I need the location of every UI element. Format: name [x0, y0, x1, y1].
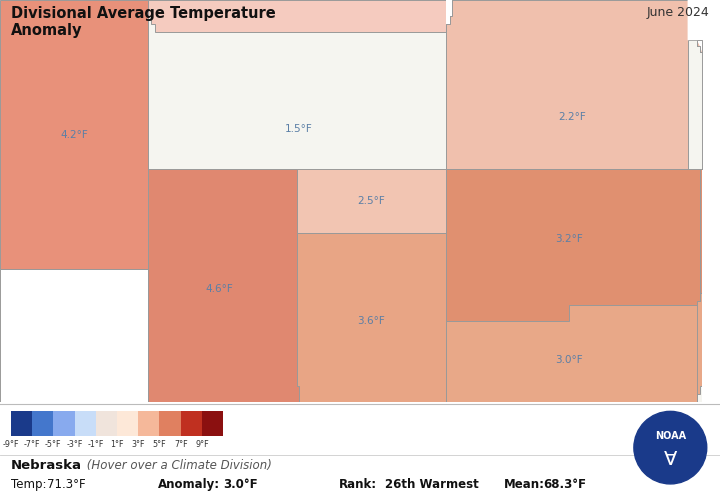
Polygon shape	[148, 0, 452, 32]
Text: 5°F: 5°F	[153, 440, 166, 449]
Bar	[181, 411, 202, 436]
Text: 7°F: 7°F	[174, 440, 187, 449]
Text: Temp:: Temp:	[11, 478, 46, 492]
Text: 3.2°F: 3.2°F	[555, 234, 582, 244]
Polygon shape	[0, 0, 148, 269]
Text: NOAA: NOAA	[654, 431, 686, 441]
Text: Anomaly:: Anomaly:	[158, 478, 220, 492]
Text: 71.3°F: 71.3°F	[47, 478, 86, 492]
Text: Ɐ: Ɐ	[664, 450, 677, 469]
Text: 9°F: 9°F	[195, 440, 209, 449]
Text: Nebraska: Nebraska	[11, 459, 82, 472]
Circle shape	[634, 411, 707, 484]
Polygon shape	[297, 233, 446, 402]
Text: 26th Warmest: 26th Warmest	[385, 478, 479, 492]
Bar	[96, 411, 117, 436]
Bar	[160, 411, 181, 436]
Text: 1.5°F: 1.5°F	[285, 124, 312, 134]
Polygon shape	[0, 269, 148, 402]
Bar	[53, 411, 75, 436]
Polygon shape	[452, 0, 720, 52]
Text: Mean:: Mean:	[504, 478, 545, 492]
Text: -5°F: -5°F	[45, 440, 61, 449]
Bar	[117, 411, 138, 436]
Text: -9°F: -9°F	[3, 440, 19, 449]
Text: 3.0°F: 3.0°F	[223, 478, 258, 492]
Polygon shape	[702, 52, 720, 402]
Polygon shape	[446, 0, 702, 169]
Bar	[32, 411, 53, 436]
Text: 2.2°F: 2.2°F	[559, 111, 586, 121]
Text: -1°F: -1°F	[88, 440, 104, 449]
Polygon shape	[446, 293, 702, 402]
Text: 4.2°F: 4.2°F	[60, 130, 88, 140]
Text: June 2024: June 2024	[647, 6, 709, 19]
Text: (Hover over a Climate Division): (Hover over a Climate Division)	[83, 459, 271, 472]
Polygon shape	[446, 169, 702, 321]
Bar	[11, 411, 32, 436]
Text: 2.5°F: 2.5°F	[358, 196, 385, 206]
Polygon shape	[148, 169, 299, 402]
Text: 1°F: 1°F	[110, 440, 124, 449]
Polygon shape	[446, 0, 452, 24]
Bar	[138, 411, 160, 436]
Bar	[75, 411, 96, 436]
Bar	[202, 411, 223, 436]
Text: 4.6°F: 4.6°F	[206, 284, 233, 294]
Text: Rank:: Rank:	[338, 478, 377, 492]
Text: -7°F: -7°F	[24, 440, 40, 449]
Text: 68.3°F: 68.3°F	[544, 478, 587, 492]
Text: Divisional Average Temperature
Anomaly: Divisional Average Temperature Anomaly	[11, 6, 276, 38]
Polygon shape	[297, 169, 446, 233]
Text: 3.0°F: 3.0°F	[555, 354, 582, 365]
Text: -3°F: -3°F	[66, 440, 83, 449]
Text: 3°F: 3°F	[132, 440, 145, 449]
Text: 3.6°F: 3.6°F	[358, 317, 385, 326]
